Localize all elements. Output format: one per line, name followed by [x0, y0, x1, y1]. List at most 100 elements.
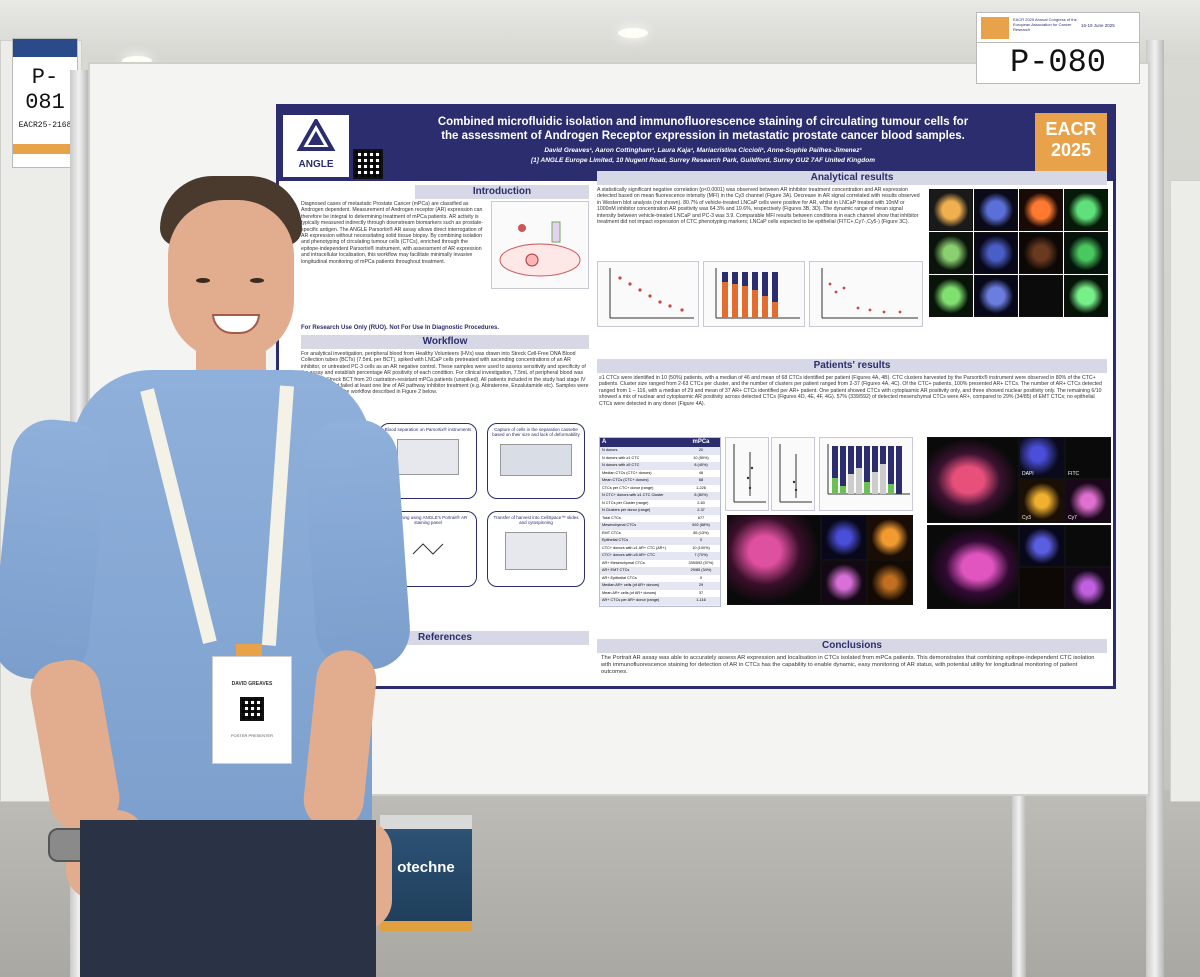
table-cell-label: N donors: [602, 448, 618, 452]
table-cell-value: 10 (50%): [693, 455, 709, 460]
workflow-step-label: Transfer of harvest into CellSpace™ slid…: [493, 515, 579, 525]
workflow-step-cellspace: Transfer of harvest into CellSpace™ slid…: [487, 511, 585, 587]
presenter-eye-left: [196, 278, 210, 283]
right-neighbour-board: [1170, 180, 1200, 802]
table-cell-value: 2-63: [697, 500, 705, 505]
fluor-tile: [929, 275, 973, 317]
clusters-plot: [779, 444, 812, 503]
figure-4e-fitc: FITC: [1065, 437, 1111, 479]
conclusions-text: The Portrait AR assay was able to accura…: [601, 655, 1095, 675]
figure-androgen-signalling: [491, 201, 589, 289]
badge-qr-code: [240, 697, 264, 721]
congress-banner: EACR 2025 Annual Congress of the Europea…: [976, 12, 1140, 44]
lanyard-clip: [236, 644, 262, 658]
table-row: AR+ EMT CTCs 29/85 (34%): [600, 567, 720, 575]
table-row: N donors with ≥5 CTC 8 (40%): [600, 462, 720, 470]
table-row: AR+ Epithelial CTCs 0: [600, 574, 720, 582]
scatter-graphic: [821, 268, 918, 319]
fluor-tile: [974, 232, 1018, 274]
poster-title-line-2: the assessment of Androgen Receptor expr…: [441, 130, 965, 142]
channel-label-cy3: Cy3: [1022, 515, 1031, 521]
table-cell-value: 8 (40%): [694, 463, 708, 467]
table-cell-label: N Clusters per donor (range): [602, 508, 651, 512]
table-row: Total CTCs 677: [600, 514, 720, 522]
table-row: N donors with ≥1 CTC 10 (50%): [600, 454, 720, 462]
section-patients-results: Patients' results: [597, 359, 1107, 373]
table-cell-label: Mesenchymal CTCs: [602, 523, 637, 527]
table-cell-value: 2-37: [697, 508, 705, 512]
table-cell-label: N CTCs per Cluster (range): [602, 500, 649, 505]
fluor-tile: [1019, 275, 1063, 317]
table-cell-label: Median AR+ cells (of AR+ donors): [602, 583, 660, 587]
presenter-jeans: [80, 820, 376, 977]
table-cell-label: CTCs per CTC+ donor (range): [602, 485, 654, 490]
table-row: N donors 20: [600, 447, 720, 455]
table-row: AR+ CTCs per AR+ donor (range) 1-116: [600, 597, 720, 605]
eacr-badge-line-2: 2025: [1050, 140, 1092, 160]
poster-affiliation: [1] ANGLE Europe Limited, 10 Nugent Road…: [531, 157, 875, 164]
fluor-tile: [974, 275, 1018, 317]
table-cell-value: 677: [697, 515, 705, 520]
figure-4e-cy3: Cy3: [1019, 479, 1065, 523]
poster-title: Combined microfluidic isolation and immu…: [383, 115, 1023, 143]
table-cell-value: 46: [698, 470, 704, 475]
section-conclusions: Conclusions: [597, 639, 1107, 653]
fluor-tile: [1064, 189, 1108, 231]
table-cell-label: Total CTCs: [602, 515, 621, 520]
table-row: N Clusters per donor (range) 2-37: [600, 507, 720, 515]
table-cell-label: AR+ EMT CTCs: [602, 568, 630, 572]
section-analytical-results: Analytical results: [597, 171, 1107, 185]
workflow-text: For analytical investigation, peripheral…: [301, 351, 589, 396]
figure-4f-merge-image: [727, 515, 821, 605]
table-row: N CTCs per Cluster (range) 2-63: [600, 499, 720, 507]
table-cell-value: 10 (100%): [692, 545, 710, 550]
ar-localisation-bars: [827, 444, 910, 495]
workflow-step-label: IF staining using ANGLE's Portrait® AR s…: [388, 515, 468, 525]
table-row: Mesenchymal CTCs 592 (88%): [600, 522, 720, 530]
table-cell-label: AR+ Epithelial CTCs: [602, 575, 637, 580]
figure-3a-dot-plot: [597, 261, 699, 327]
table-row: AR+ Mesenchymal CTCs 339/592 (57%): [600, 559, 720, 567]
table-cell-label: CTC+ donors with ≥1 AR+ CTC (AR+): [602, 545, 667, 550]
table-cell-label: N donors with ≥5 CTC: [602, 463, 640, 467]
left-poster-sub: EACR25-2168: [18, 121, 72, 130]
figure-4e-merge-image: [927, 437, 1019, 523]
patients-results-text: ≥1 CTCs were identified in 10 (50%) pati…: [599, 375, 1102, 407]
ruo-disclaimer: For Research Use Only (RUO). Not For Use…: [301, 325, 500, 331]
angle-logo-text: ANGLE: [298, 159, 334, 170]
table-row: Median AR+ cells (of AR+ donors) 29: [600, 582, 720, 590]
research-poster: ANGLE Combined microfluidic isolation an…: [276, 104, 1116, 689]
table-cell-value: 20: [698, 448, 704, 452]
eacr-badge-line-1: EACR: [1045, 119, 1097, 139]
left-poster-number-sign: P-081 EACR25-2168: [12, 38, 78, 168]
total-ctcs-plot: [733, 444, 766, 503]
presenter-person: DAVID GREAVES POSTER PRESENTER: [0, 170, 413, 977]
table-body: N donors 20 N donors with ≥1 CTC 10 (50%) N …: [600, 447, 720, 605]
workflow-step-label: Blood separation on Parsortix® instrumen…: [384, 427, 472, 432]
poster-number-sign: P-080: [976, 42, 1140, 84]
booth-box: otechne: [380, 815, 472, 931]
section-introduction: Introduction: [415, 185, 589, 199]
presenter-face: [168, 200, 294, 360]
workflow-step-capture: Capture of cells in the separation casse…: [487, 423, 585, 499]
board-leg: [1012, 790, 1026, 977]
table-cell-value: 29: [698, 583, 704, 587]
table-row: Median CTCs (CTC+ donors) 46: [600, 469, 720, 477]
board-post-right: [1146, 40, 1164, 977]
table-row: CTC+ donors with ≥5 AR+ CTC 7 (70%): [600, 552, 720, 560]
channel-label-fitc: FITC: [1068, 471, 1080, 477]
fluor-tile: [974, 189, 1018, 231]
figure-4e-dapi: DAPI: [1019, 437, 1065, 479]
table-cell-label: N CTC+ donors with ≥1 CTC Cluster: [602, 493, 664, 497]
fluor-tile: [929, 189, 973, 231]
ceiling-light: [618, 28, 648, 38]
congress-banner-text: EACR 2025 Annual Congress of the Europea…: [1013, 17, 1077, 32]
table-row: Mean AR+ cells (of AR+ donors) 37: [600, 589, 720, 597]
ceiling-light: [122, 56, 152, 66]
table-header-mpca: mPCa: [692, 439, 710, 445]
table-cell-value: 29/85 (34%): [690, 568, 712, 572]
table-cell-value: 0: [699, 538, 703, 542]
table-row: CTC+ donors with ≥1 AR+ CTC (AR+) 10 (100…: [600, 544, 720, 552]
figure-4d-ar-localisation: [819, 437, 913, 511]
figure-3c-scatter: [809, 261, 923, 327]
